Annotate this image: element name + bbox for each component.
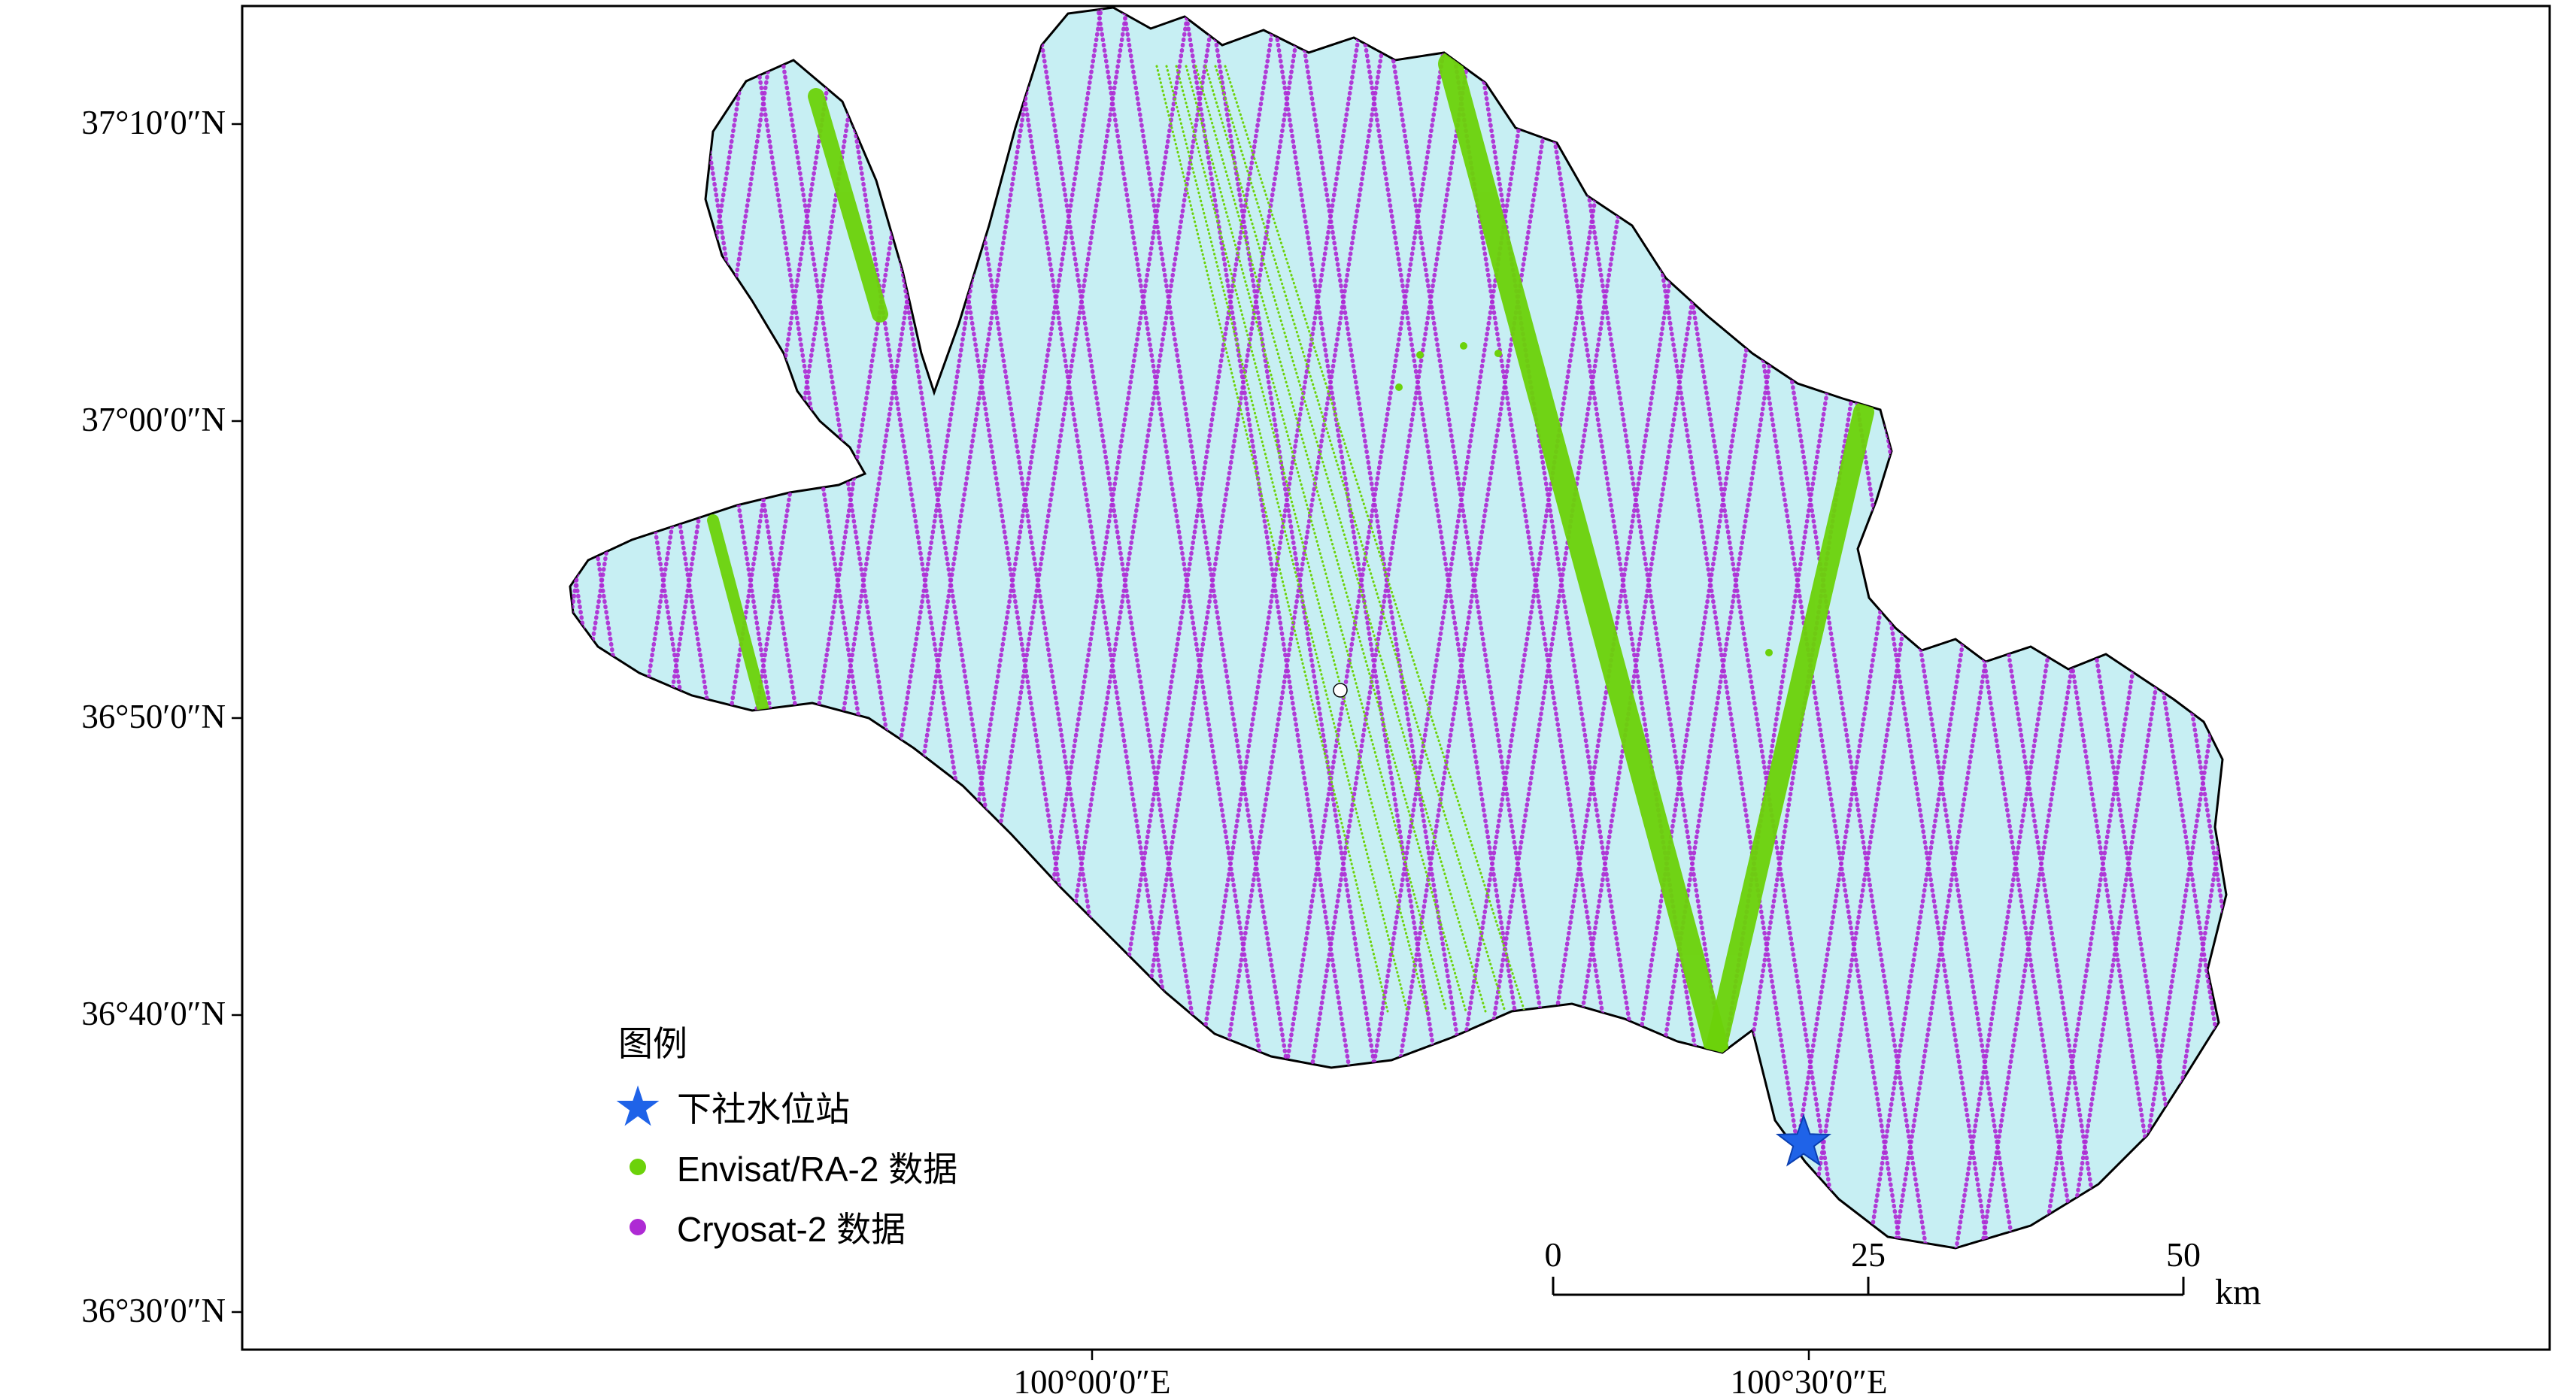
legend-marker-cell: ★ <box>599 1079 677 1135</box>
cryosat-track <box>2514 0 2576 1394</box>
station-star-marker <box>1775 1113 1832 1167</box>
scale-bar-label-50: 50 <box>2166 1235 2201 1274</box>
envisat-point <box>1460 342 1467 350</box>
cryosat-track <box>2224 8 2226 1248</box>
cryosat-track <box>2162 8 2226 1248</box>
cryosat-track <box>570 8 586 1248</box>
envisat-track-thin <box>1214 65 1506 1013</box>
cryosat-track <box>2314 0 2539 1394</box>
cryosat-track <box>2303 0 2529 1394</box>
scale-bar: 0 25 50 km <box>1545 1235 2262 1312</box>
legend-item-envisat: Envisat/RA-2 数据 <box>599 1137 957 1197</box>
cryosat-track <box>2339 0 2565 1394</box>
legend-marker-cell <box>599 1159 677 1175</box>
cryosat-track <box>570 8 611 1248</box>
island <box>1333 683 1348 698</box>
envisat-dot-icon <box>630 1159 646 1175</box>
envisat-track-band <box>808 88 888 323</box>
legend-marker-cell <box>599 1219 677 1235</box>
lat-tick-label: 36°50′0″N <box>81 698 226 735</box>
lake-polygon <box>569 6 2228 1250</box>
lon-tick-label: 100°30′0″E <box>1730 1363 1888 1394</box>
lat-tick-label: 36°30′0″N <box>81 1292 226 1329</box>
envisat-point <box>1416 351 1424 359</box>
envisat-track-thin <box>1185 65 1448 1013</box>
legend: 图例 ★ 下社水位站 Envisat/RA-2 数据 Cryosat-2 数据 <box>599 1017 957 1257</box>
cryosat-track <box>2277 0 2503 1394</box>
envisat-point <box>1395 383 1403 391</box>
legend-item-label: Envisat/RA-2 数据 <box>677 1150 958 1189</box>
cryosat-track <box>271 0 496 1394</box>
scale-bar-label-25: 25 <box>1851 1235 1886 1274</box>
envisat-track-band <box>1706 402 1874 1057</box>
envisat-track-band <box>1438 52 1728 1059</box>
cryosat-track <box>2039 8 2226 1248</box>
envisat-track-band <box>707 514 770 719</box>
cryosat-track <box>2137 8 2226 1248</box>
cryosat-track <box>2188 8 2226 1248</box>
cryosat-track <box>2488 0 2576 1394</box>
envisat-track-thin <box>1194 65 1467 1013</box>
station-star-icon: ★ <box>612 1075 663 1138</box>
envisat-point <box>1765 649 1773 656</box>
scale-bar-unit: km <box>2215 1272 2261 1312</box>
cryosat-track <box>2213 8 2226 1248</box>
envisat-track-thin <box>1175 65 1428 1013</box>
cryosat-track <box>2426 0 2576 1394</box>
legend-title: 图例 <box>618 1024 687 1063</box>
lat-tick-label: 36°40′0″N <box>81 995 226 1032</box>
lon-tick-label: 100°00′0″E <box>1013 1363 1171 1394</box>
envisat-track-thin <box>1224 65 1526 1013</box>
map-layers <box>232 0 2576 1394</box>
envisat-track-thin <box>1165 65 1409 1013</box>
envisat-track-thin <box>1204 65 1487 1013</box>
legend-item-label: Cryosat-2 数据 <box>677 1210 906 1249</box>
cryosat-dot-icon <box>630 1219 646 1235</box>
legend-item-station: ★ 下社水位站 <box>599 1077 957 1137</box>
cryosat-track <box>296 0 522 1394</box>
envisat-point <box>1494 350 1502 357</box>
lat-tick-label: 37°00′0″N <box>81 401 226 438</box>
cryosat-track <box>2252 0 2477 1394</box>
scale-bar-label-0: 0 <box>1545 1235 1562 1274</box>
legend-item-cryosat: Cryosat-2 数据 <box>599 1197 957 1257</box>
map-frame <box>241 5 2551 1351</box>
lat-tick-label: 37°10′0″N <box>81 104 226 141</box>
legend-item-label: 下社水位站 <box>677 1089 850 1129</box>
